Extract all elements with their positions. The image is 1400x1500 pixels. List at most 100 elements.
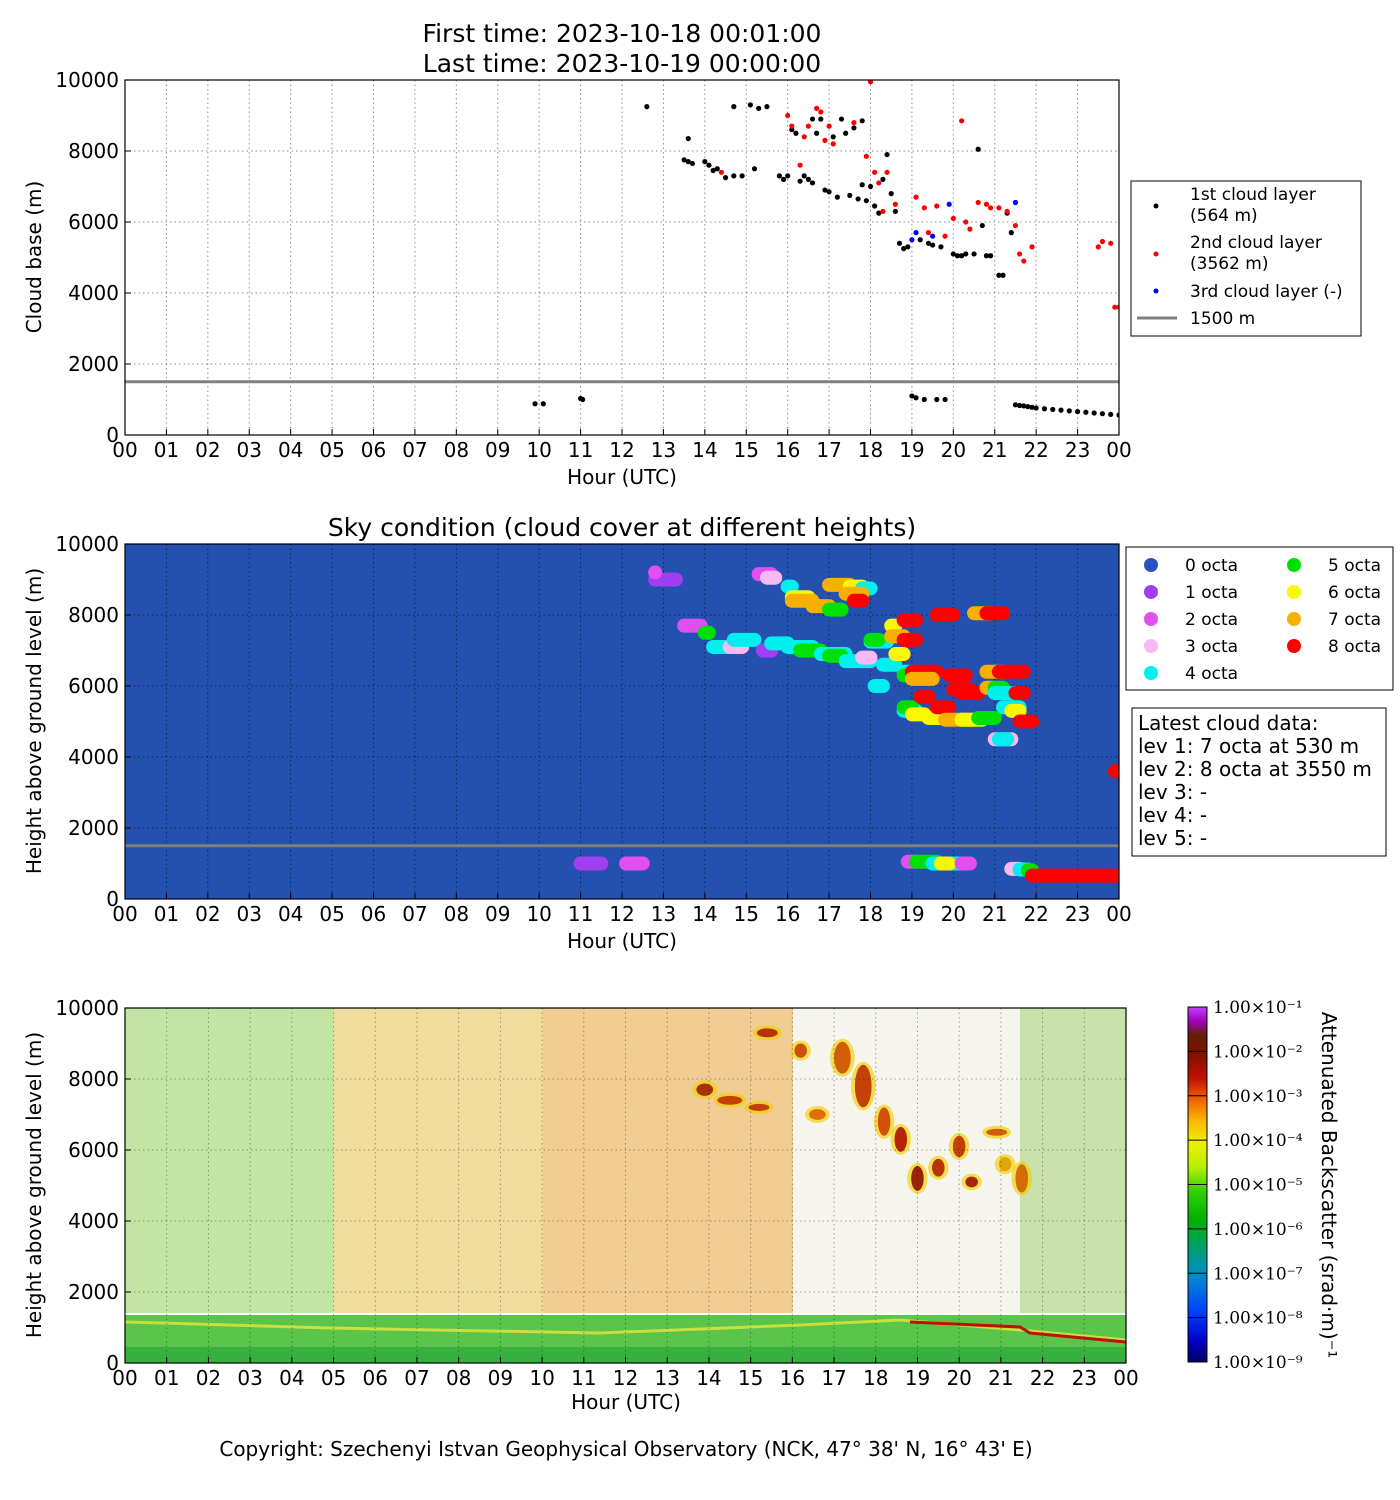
cloud-base-point bbox=[540, 401, 546, 407]
x-tick-label: 23 bbox=[1072, 1366, 1097, 1390]
x-tick-label: 04 bbox=[278, 438, 303, 462]
x-tick-label: 00 bbox=[1106, 902, 1131, 926]
cloud-base-point bbox=[959, 253, 965, 259]
x-tick-label: 19 bbox=[905, 1366, 930, 1390]
cloud-base-point bbox=[884, 169, 890, 175]
panel2-legend-box bbox=[1125, 546, 1394, 691]
cloud-base-point bbox=[685, 135, 691, 142]
cloud-base-point bbox=[872, 169, 878, 175]
x-tick-label: 11 bbox=[568, 438, 593, 462]
cloud-base-point bbox=[801, 173, 807, 179]
y-tick-label: 4000 bbox=[68, 281, 119, 305]
x-tick-label: 10 bbox=[526, 438, 551, 462]
colorbar-tick-label: 1.00×10⁻⁷ bbox=[1213, 1264, 1303, 1284]
panel2-title: Sky condition (cloud cover at different … bbox=[328, 513, 916, 542]
panel-sky-condition: Sky condition (cloud cover at different … bbox=[22, 513, 1394, 953]
first-time-label: First time: 2023-10-18 00:01:00 bbox=[423, 19, 822, 48]
y-tick-label: 4000 bbox=[68, 745, 119, 769]
legend-third-layer: 3rd cloud layer (-) bbox=[1190, 282, 1343, 302]
backscatter-feature bbox=[794, 1043, 807, 1058]
heatmap-speckle-morning bbox=[333, 1008, 543, 1313]
cloud-base-point bbox=[1099, 411, 1106, 417]
cloud-base-point bbox=[855, 196, 861, 202]
panel1-legend-box bbox=[1130, 180, 1362, 337]
x-tick-label: 17 bbox=[821, 1366, 846, 1390]
octa-legend-marker bbox=[1144, 585, 1158, 599]
cloud-base-point bbox=[826, 189, 832, 195]
cloud-base-point bbox=[896, 240, 903, 246]
backscatter-feature bbox=[894, 1126, 908, 1152]
cloud-base-point bbox=[822, 137, 828, 143]
backscatter-feature bbox=[952, 1135, 966, 1158]
octa-legend-label: 6 octa bbox=[1328, 583, 1381, 603]
cloud-base-point bbox=[1017, 251, 1023, 257]
cloud-base-point bbox=[913, 395, 919, 401]
cloud-base-point bbox=[780, 176, 787, 182]
y-tick-label: 8000 bbox=[68, 603, 119, 627]
x-tick-label: 22 bbox=[1023, 438, 1048, 462]
cloud-base-point bbox=[1021, 403, 1027, 409]
y-tick-label: 6000 bbox=[68, 210, 119, 234]
cloud-base-point bbox=[785, 112, 791, 119]
cloud-base-point bbox=[843, 130, 849, 136]
x-tick-label: 08 bbox=[444, 902, 469, 926]
cloud-base-point bbox=[921, 396, 927, 403]
cloud-base-point bbox=[876, 180, 882, 186]
x-tick-label: 10 bbox=[526, 902, 551, 926]
x-tick-label: 03 bbox=[237, 902, 262, 926]
x-tick-label: 03 bbox=[237, 1366, 262, 1390]
cloud-base-point bbox=[1108, 240, 1114, 246]
cloud-base-point bbox=[988, 205, 994, 211]
backscatter-feature bbox=[986, 1128, 1008, 1136]
cloud-base-point bbox=[1095, 244, 1101, 250]
panel1-xlabel: Hour (UTC) bbox=[567, 465, 677, 489]
cloud-base-point bbox=[950, 215, 956, 222]
cloud-base-point bbox=[797, 162, 803, 168]
cloud-base-point bbox=[930, 242, 936, 248]
x-tick-label: 01 bbox=[154, 1366, 179, 1390]
cloud-base-point bbox=[822, 187, 828, 193]
octa-legend-label: 7 octa bbox=[1328, 610, 1381, 630]
x-tick-label: 14 bbox=[696, 1366, 721, 1390]
octa-legend-label: 4 octa bbox=[1185, 664, 1238, 684]
cloud-base-point bbox=[1116, 412, 1119, 418]
panel3-ylabel: Height above ground level (m) bbox=[22, 1032, 46, 1338]
x-tick-label: 12 bbox=[613, 1366, 638, 1390]
panel1-ticks: 00 01 02 03 04 05 06 07 08 09 10 11 12 13 14 15 16 17 18 19… bbox=[55, 68, 1131, 462]
x-tick-label: 15 bbox=[738, 1366, 763, 1390]
x-tick-label: 20 bbox=[941, 438, 966, 462]
cloud-base-point bbox=[942, 396, 948, 403]
panel1-legend: 1st cloud layer (564 m) 2nd cloud layer (3… bbox=[1130, 180, 1362, 337]
x-tick-label: 23 bbox=[1065, 438, 1090, 462]
cloud-base-point bbox=[963, 251, 969, 257]
y-tick-label: 0 bbox=[106, 887, 119, 911]
octa-legend-label: 1 octa bbox=[1185, 583, 1238, 603]
x-tick-label: 18 bbox=[858, 438, 883, 462]
cloud-base-point bbox=[938, 244, 944, 250]
x-tick-label: 11 bbox=[568, 902, 593, 926]
octa-legend-marker bbox=[1144, 666, 1158, 680]
panel1-data bbox=[125, 80, 1119, 418]
x-tick-label: 14 bbox=[692, 902, 717, 926]
cloud-base-point bbox=[685, 159, 691, 165]
cloud-base-point bbox=[1012, 199, 1019, 206]
cloud-base-point bbox=[913, 230, 919, 236]
y-tick-label: 0 bbox=[106, 1351, 119, 1375]
latest-cloud-data-lev2: lev 2: 8 octa at 3550 m bbox=[1138, 757, 1372, 781]
backscatter-feature bbox=[748, 1103, 770, 1111]
cloud-base-point bbox=[983, 253, 990, 259]
cloud-base-point bbox=[901, 246, 907, 252]
cloud-base-point bbox=[814, 130, 820, 136]
x-tick-label: 06 bbox=[361, 902, 386, 926]
y-tick-label: 10000 bbox=[55, 996, 119, 1020]
panel3-xlabel: Hour (UTC) bbox=[571, 1390, 681, 1414]
x-tick-label: 22 bbox=[1023, 902, 1048, 926]
panel1-ylabel: Cloud base (m) bbox=[22, 181, 46, 334]
x-tick-label: 14 bbox=[692, 438, 717, 462]
last-time-label: Last time: 2023-10-19 00:00:00 bbox=[423, 49, 821, 78]
cloud-base-point bbox=[913, 194, 919, 200]
cloud-base-point bbox=[888, 191, 894, 197]
backscatter-feature bbox=[834, 1041, 851, 1074]
cloud-base-point bbox=[963, 219, 969, 225]
heatmap-low-cloud-line bbox=[909, 1320, 1126, 1344]
